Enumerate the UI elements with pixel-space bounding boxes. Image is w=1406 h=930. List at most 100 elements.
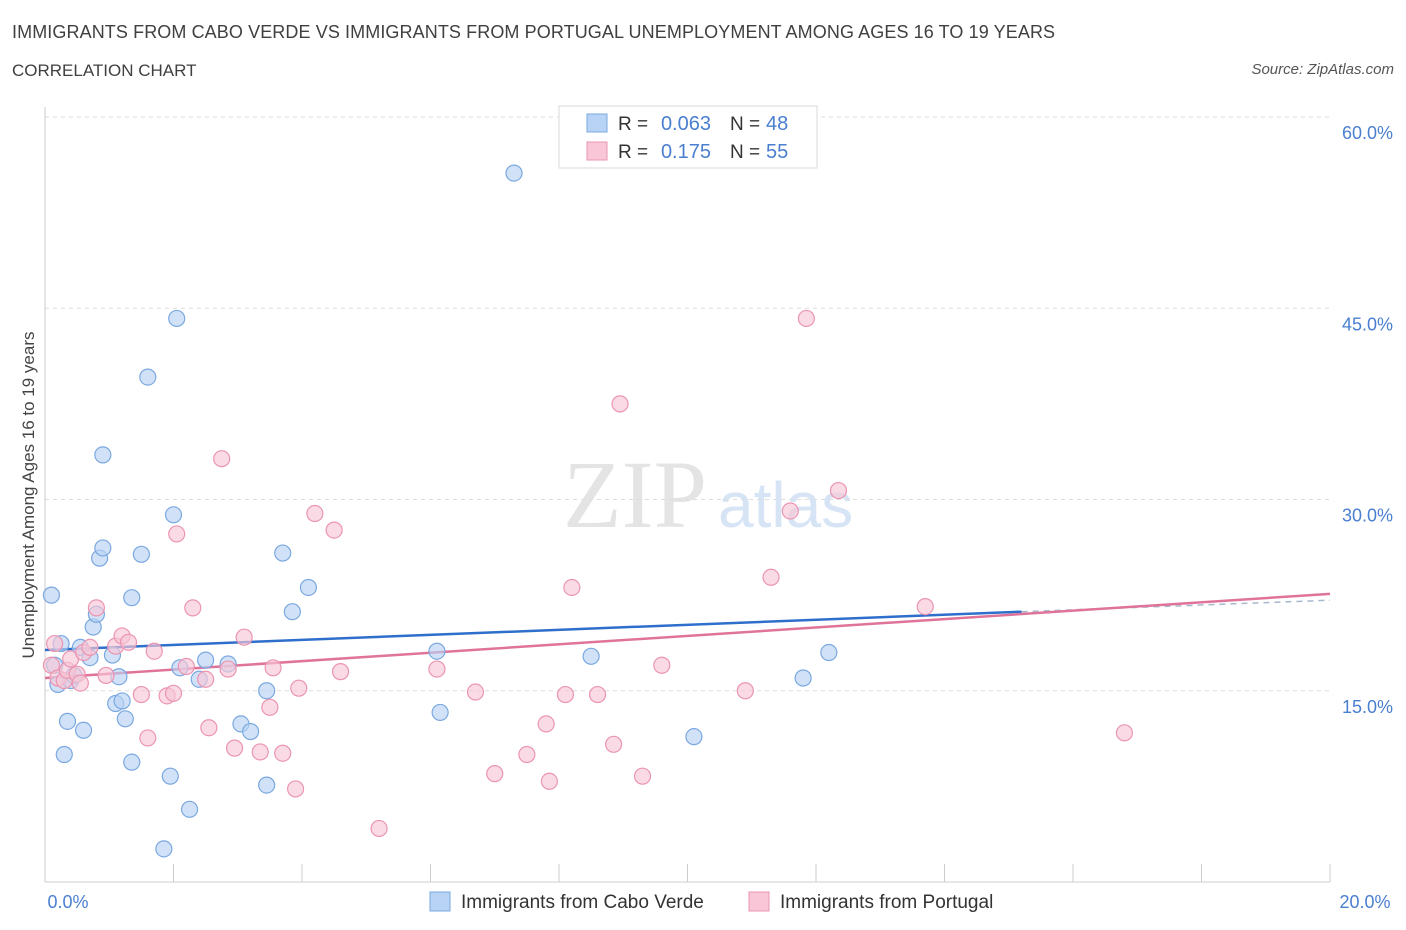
pink-data-point (537, 715, 555, 733)
pink-data-point (486, 765, 504, 783)
pink-trend-line (44, 592, 1331, 680)
blue-series-swatch (429, 891, 451, 912)
y-tick-label: 60.0% (1342, 123, 1393, 143)
blue-data-point (58, 712, 77, 730)
r-value: 0.175 (661, 141, 711, 163)
blue-data-point (685, 728, 703, 746)
pink-data-point (588, 685, 607, 704)
blue-data-point (794, 669, 812, 687)
pink-data-point (518, 745, 536, 764)
pink-data-point (81, 638, 99, 657)
pink-data-point (219, 660, 237, 678)
blue-data-point (428, 642, 446, 660)
pink-data-point (331, 663, 350, 681)
pink-data-point (781, 502, 799, 520)
pink-data-point (325, 521, 343, 539)
pink-data-point (274, 744, 292, 762)
r-label: R = (618, 114, 648, 135)
watermark: ZIP atlas (563, 441, 853, 548)
source-label: Source: ZipAtlas.com (1251, 61, 1394, 78)
trend-lines (44, 592, 1331, 680)
pink-series-swatch (748, 891, 770, 912)
pink-data-point (97, 666, 115, 685)
pink-data-point (605, 735, 623, 753)
blue-data-point (820, 643, 838, 662)
pink-data-point (306, 504, 324, 523)
blue-data-point (505, 164, 523, 182)
pink-data-point (556, 685, 575, 704)
pink-data-point (466, 683, 485, 701)
y-axis-title: Unemployment Among Ages 16 to 19 years (19, 332, 38, 659)
series-legend: Immigrants from Cabo Verde Immigrants fro… (429, 891, 993, 913)
blue-data-point (168, 309, 186, 328)
pink-data-point (71, 674, 89, 692)
blue-data-point (431, 703, 449, 722)
pink-data-point (213, 450, 231, 468)
pink-data-point (264, 659, 282, 677)
r-label: R = (618, 142, 648, 163)
blue-data-point (582, 647, 600, 665)
blue-data-point (258, 776, 276, 794)
pink-data-point (1115, 724, 1134, 742)
stats-legend: R = 0.063 N = 48 R = 0.175 N = 55 (558, 105, 818, 169)
chart-title: IMMIGRANTS FROM CABO VERDE VS IMMIGRANTS… (12, 22, 1056, 42)
pink-data-point (428, 660, 446, 678)
pink-data-point (797, 309, 815, 328)
blue-data-point (155, 840, 173, 858)
gridlines (45, 116, 1330, 692)
pink-data-point (132, 685, 150, 704)
data-points (42, 164, 1134, 858)
axes: 15.0% 30.0% 45.0% 60.0% 0.0% 20.0% Unemploymen… (19, 107, 1393, 912)
pink-series-label: Immigrants from Portugal (780, 892, 993, 913)
pink-data-point (290, 679, 308, 697)
blue-data-point (94, 539, 112, 557)
pink-data-point (200, 719, 218, 737)
blue-data-point (139, 368, 157, 386)
blue-data-point (258, 682, 276, 700)
x-tick-label: 0.0% (47, 892, 88, 912)
n-value: 48 (766, 113, 788, 135)
blue-data-point (283, 603, 301, 621)
pink-legend-swatch (586, 141, 608, 161)
blue-series-label: Immigrants from Cabo Verde (461, 892, 704, 913)
x-tick-label: 20.0% (1339, 892, 1390, 912)
pink-data-point (184, 599, 202, 617)
blue-data-point (299, 578, 318, 597)
pink-data-point (611, 395, 629, 413)
pink-data-point (164, 684, 183, 702)
blue-data-point (74, 721, 93, 739)
y-tick-label: 30.0% (1342, 506, 1393, 526)
pink-data-point (168, 525, 186, 543)
pink-data-point (197, 670, 215, 688)
r-value: 0.063 (661, 113, 711, 135)
pink-data-point (829, 481, 848, 500)
pink-data-point (145, 642, 163, 660)
pink-data-point (286, 780, 305, 798)
pink-data-point (916, 597, 934, 616)
pink-data-point (633, 767, 652, 785)
blue-data-point (123, 589, 141, 607)
blue-data-point (180, 800, 199, 818)
blue-data-point (274, 544, 292, 562)
pink-data-point (46, 634, 64, 653)
pink-data-point (235, 628, 253, 646)
blue-legend-swatch (586, 113, 608, 133)
blue-data-point (242, 722, 260, 741)
pink-data-point (653, 656, 671, 674)
n-value: 55 (766, 141, 788, 163)
pink-data-point (540, 772, 558, 790)
pink-data-point (225, 739, 244, 757)
y-tick-label: 45.0% (1342, 314, 1393, 334)
blue-data-point (42, 586, 61, 604)
pink-data-point (736, 682, 754, 700)
n-label: N = (730, 142, 760, 163)
pink-data-point (370, 819, 388, 838)
blue-trend-extension (1021, 599, 1331, 613)
n-label: N = (730, 114, 760, 135)
pink-data-point (251, 743, 269, 761)
blue-data-point (164, 506, 183, 524)
chart-subtitle: CORRELATION CHART (12, 61, 197, 80)
blue-trend-line (44, 610, 1022, 652)
watermark-zip: ZIP (563, 441, 707, 548)
